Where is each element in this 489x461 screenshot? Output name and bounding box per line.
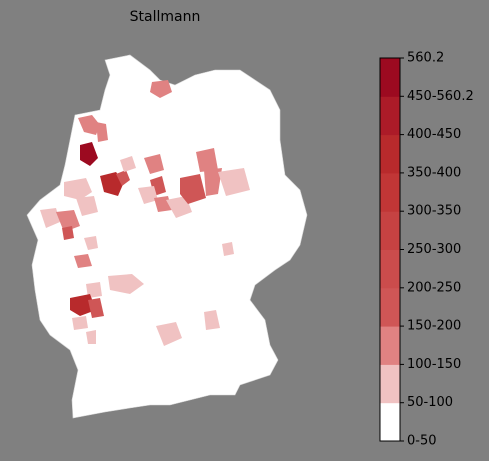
colorbar-segment [380,402,400,442]
district [150,80,172,98]
colorbar-label: 350-400 [407,165,461,180]
district [120,156,136,172]
district [72,316,88,330]
country-outline [26,54,308,419]
colorbar-segment [380,172,400,212]
district [116,170,130,186]
district [144,154,164,174]
colorbar-segment [380,287,400,327]
district [78,115,100,135]
district [138,186,158,204]
colorbar-segment [380,326,400,365]
colorbar-label: 560.2 [407,51,444,66]
district [86,330,96,344]
colorbar-label: 400-450 [407,127,461,142]
district [204,168,222,196]
district [88,298,104,318]
district [84,236,98,250]
colorbar-segment [380,211,400,250]
districts [40,80,250,346]
district [76,196,98,216]
district [222,242,234,256]
district [74,254,92,268]
colorbar-segment [380,249,400,289]
district [204,310,220,330]
colorbar-label: 200-250 [407,280,461,295]
colorbar-label: 300-350 [407,204,461,219]
colorbar-segment [380,364,400,404]
district [56,210,80,232]
colorbar-segment [380,134,400,174]
district [70,294,96,316]
district [108,274,144,294]
district [166,196,192,218]
colorbar-label: 150-200 [407,319,461,334]
district [156,322,182,346]
colorbar-segment [380,58,400,97]
colorbar: 0-50 50-100 100-150 150-200 200-250 250-300 30… [379,51,474,449]
colorbar-segment [380,96,400,136]
colorbar-label: 100-150 [407,357,461,372]
district [196,148,218,172]
map-title: Stallmann [130,9,201,25]
district [80,142,98,166]
colorbar-label: 50-100 [407,395,453,410]
district [62,226,74,240]
district [96,122,108,142]
colorbar-label: 450-560.2 [407,89,474,104]
district [180,174,206,204]
map [26,54,308,419]
colorbar-label: 0-50 [407,434,437,449]
district [40,208,60,228]
colorbar-label: 250-300 [407,242,461,257]
district [64,178,92,200]
district [218,168,250,196]
